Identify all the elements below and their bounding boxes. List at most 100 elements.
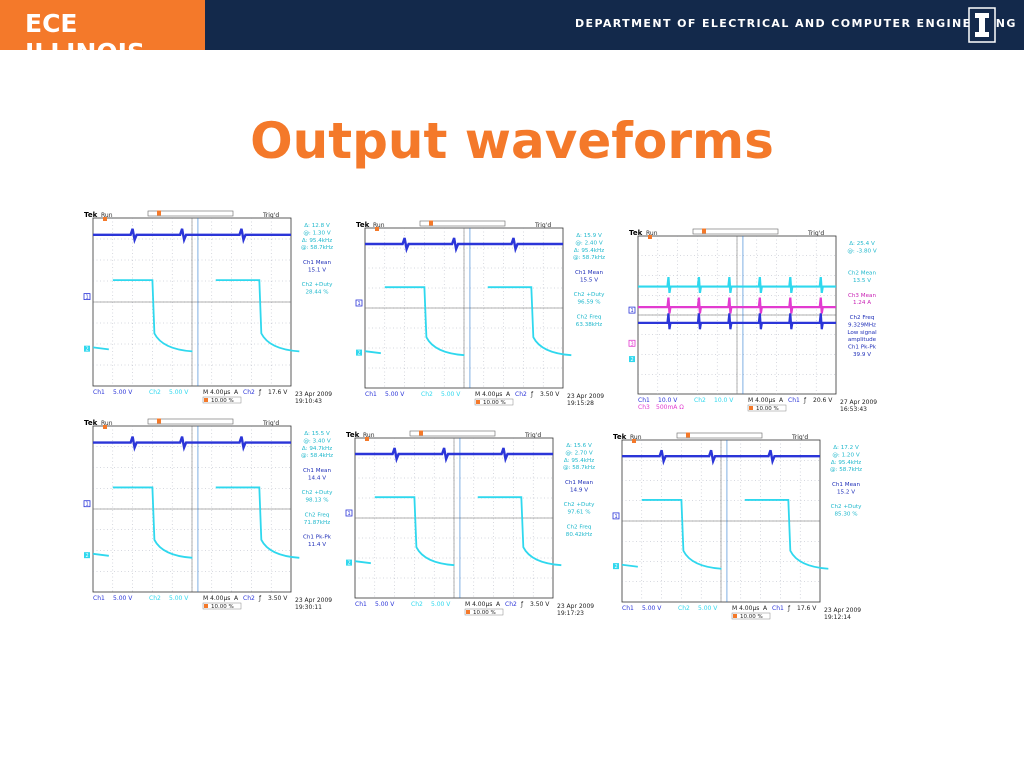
scope-readout: @: 58.7kHz: [573, 255, 605, 261]
scope-trigger-status: Trig'd: [524, 432, 541, 439]
scope-scale-label: Ch2: [243, 389, 255, 396]
department-name: DEPARTMENT OF ELECTRICAL AND COMPUTER EN…: [575, 17, 1017, 30]
scope-readout: Ch2 Freq: [567, 524, 592, 530]
svg-text:1: 1: [86, 502, 89, 508]
scope-status: Run: [630, 434, 642, 441]
scope-readout: 71.87kHz: [304, 520, 330, 526]
scope-screen: Tek Run Trig'd 1 2 Δ: 15.6 V@: 2.70 V Δ: 95.4k…: [345, 430, 596, 617]
scope-readout: 15.1 V: [308, 267, 326, 273]
scope-scale-label: M 4.00µs: [748, 397, 775, 404]
scope-readout: 96.59 %: [577, 300, 600, 306]
logo-box[interactable]: ECE ILLINOIS: [0, 0, 205, 67]
scope-status: Run: [646, 230, 658, 237]
scope-readout: Ch2 +Duty: [564, 502, 596, 508]
scope-scale-label: A: [496, 601, 501, 608]
scope-readout: Ch2 Freq: [850, 315, 875, 321]
scope-time: 19:10:43: [295, 398, 322, 405]
scope-readout: @: 2.40 V: [575, 240, 602, 246]
scope-brand: Tek: [613, 433, 627, 441]
scope-scale-label: ƒ: [530, 391, 534, 398]
scope-readout: @: 58.7kHz: [830, 467, 862, 473]
scope-scale-label: 3.50 V: [268, 595, 288, 602]
scope-readout: Ch2 +Duty: [302, 282, 334, 288]
scope-screen: Tek Run Trig'd 1 2 Δ: 12.8 V@: 1.30 V Δ: 95.4k…: [83, 210, 334, 405]
scope-readout: Δ: 15.9 V: [576, 233, 602, 239]
scope-readout: Ch1 Pk-Pk: [848, 345, 877, 351]
scope-readout: 97.61 %: [567, 510, 590, 516]
scope-readout: 9.329MHz: [848, 322, 876, 328]
scope-scale-label: ƒ: [258, 389, 262, 396]
scope-readout: Δ: 94.7kHz: [302, 446, 332, 452]
scope-readout: @: 1.20 V: [832, 452, 859, 458]
scope-scale-label: 5.00 V: [169, 389, 189, 396]
scope-time: 19:12:14: [824, 614, 851, 621]
svg-text:2: 2: [86, 553, 89, 559]
svg-text:10.00 %: 10.00 %: [211, 398, 234, 404]
scope-time: 19:17:23: [557, 610, 584, 617]
scope-capture-6: Tek Run Trig'd 1 2 Δ: 17.2 V @: 1.20 V Δ: 95.4k…: [612, 432, 874, 627]
svg-text:10.00 %: 10.00 %: [740, 614, 763, 620]
scope-scale-label: M 4.00µs: [732, 605, 759, 612]
scope-time: 19:15:28: [567, 400, 594, 407]
svg-text:10.00 %: 10.00 %: [483, 400, 506, 406]
scope-readout: @: 1.30 V: [303, 230, 330, 236]
scope-scale-label: Ch1: [93, 389, 105, 396]
scope-capture-4: Tek Run Trig'd 1 2 Δ: 15.5 V @: 3.40 V Δ: 94.7k…: [83, 418, 345, 613]
scope-scale-label: Ch1: [638, 397, 650, 404]
scope-scale-label: ƒ: [803, 397, 807, 404]
scope-readout: Ch1 Pk-Pk: [303, 535, 332, 541]
scope-scale-label: A: [234, 389, 239, 396]
scope-scale-label: M 4.00µs: [465, 601, 492, 608]
scope-scale-label: Ch2: [149, 389, 161, 396]
scope-scale-label: Ch1: [788, 397, 800, 404]
scope-screen: Tek Run Trig'd 1 2 Δ: 17.2 V@: 1.20 V Δ: 95.4k…: [612, 432, 863, 621]
scope-time: 16:53:43: [840, 406, 867, 413]
scope-readout: 15.5 V: [580, 277, 598, 283]
scope-readout: @: 2.70 V: [565, 450, 592, 456]
scope-readout: Δ: 15.5 V: [304, 431, 330, 437]
scope-scale-label: A: [506, 391, 511, 398]
scope-scale-label: Ch2: [243, 595, 255, 602]
scope-readout: 39.9 V: [853, 352, 871, 358]
scope-scale-label: M 4.00µs: [203, 595, 230, 602]
svg-text:2: 2: [615, 564, 618, 570]
scope-scale-label: 10.0 V: [714, 397, 734, 404]
scope-readout: Ch2 +Duty: [574, 292, 606, 298]
scope-readout: Δ: 17.2 V: [833, 445, 859, 451]
scope-capture-2: Tek Run Trig'd 1 2 Δ: 15.9 V @: 2.40 V Δ: 95.4k…: [355, 220, 617, 415]
scope-trigger-status: Trig'd: [262, 212, 279, 219]
scope-scale-label: 5.00 V: [169, 595, 189, 602]
scope-scale-label: Ch2: [505, 601, 517, 608]
scope-scale-label: 17.6 V: [797, 605, 817, 612]
scope-readout: Ch1 Mean: [565, 480, 593, 486]
scope-readout: @: 58.7kHz: [563, 465, 595, 471]
scope-readout: 63.38kHz: [576, 322, 602, 328]
scope-scale-label: Ch1: [93, 595, 105, 602]
svg-text:1: 1: [86, 295, 89, 301]
scope-time: 19:30:11: [295, 604, 322, 611]
scope-readout: Ch3 Mean: [848, 293, 876, 299]
scope-scale-label: Ch2: [149, 595, 161, 602]
scope-readout: Ch1 Mean: [575, 270, 603, 276]
scope-date: 27 Apr 2009: [840, 399, 877, 406]
scope-readout: Ch2 Freq: [305, 512, 330, 518]
scope-scale-label: M 4.00µs: [475, 391, 502, 398]
scope-readout: 85.30 %: [834, 512, 857, 518]
scope-scale-ch3: 500mA Ω: [656, 404, 684, 411]
scope-readout: Ch2 Mean: [848, 271, 876, 277]
scope-brand: Tek: [84, 211, 98, 219]
scope-brand: Tek: [346, 431, 360, 439]
scope-trigger-status: Trig'd: [791, 434, 808, 441]
scope-date: 23 Apr 2009: [295, 597, 332, 604]
scope-date: 23 Apr 2009: [567, 393, 604, 400]
scope-trigger-status: Trig'd: [807, 230, 824, 237]
scope-scale-label: 5.00 V: [642, 605, 662, 612]
scope-scale-label: A: [779, 397, 784, 404]
scope-readout: Ch2 +Duty: [831, 504, 863, 510]
scope-readout: 1.24 A: [853, 300, 871, 306]
scope-scale-label: Ch1: [622, 605, 634, 612]
scope-scale-label: 5.00 V: [698, 605, 718, 612]
svg-text:1: 1: [348, 511, 351, 517]
scope-screen: Tek Run Trig'd 1 2 Δ: 15.5 V@: 3.40 V Δ: 94.7k…: [83, 418, 333, 611]
scope-scale-label: A: [234, 595, 239, 602]
